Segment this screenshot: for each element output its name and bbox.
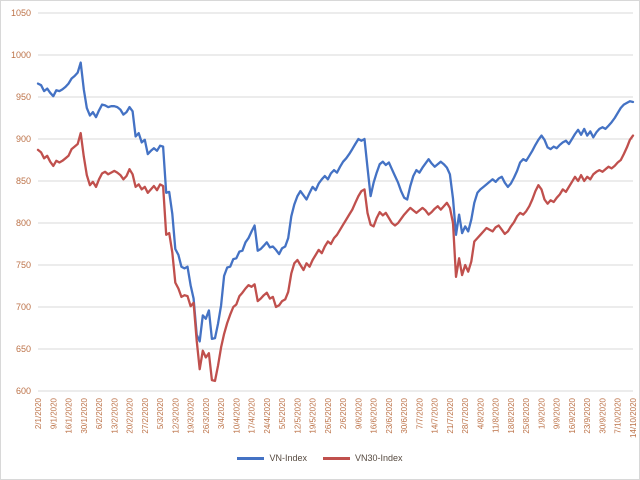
x-tick-label-3: 30/1/2020 [80, 397, 89, 433]
y-tick-label-900: 900 [16, 134, 31, 144]
x-tick-label-1: 9/1/2020 [49, 397, 58, 429]
y-tick-label-1050: 1050 [11, 8, 31, 18]
x-tick-label-9: 12/3/2020 [171, 397, 180, 433]
x-tick-label-16: 5/5/2020 [278, 397, 287, 429]
x-tick-label-2: 16/1/2020 [65, 397, 74, 433]
x-tick-label-23: 23/6/2020 [385, 397, 394, 433]
y-tick-label-800: 800 [16, 218, 31, 228]
x-tick-label-38: 7/10/2020 [614, 397, 623, 433]
x-tick-label-28: 28/7/2020 [461, 397, 470, 433]
x-tick-label-17: 12/5/2020 [293, 397, 302, 433]
y-tick-label-750: 750 [16, 260, 31, 270]
x-tick-label-14: 17/4/2020 [248, 397, 257, 433]
x-tick-label-37: 30/9/2020 [598, 397, 607, 433]
x-tick-label-30: 11/8/2020 [492, 397, 501, 433]
y-tick-label-600: 600 [16, 386, 31, 396]
vn30-index-legend-label: VN30-Index [355, 453, 403, 463]
legend-item-vn-index: VN-Index [237, 453, 307, 463]
y-tick-label-700: 700 [16, 302, 31, 312]
x-tick-label-26: 14/7/2020 [431, 397, 440, 433]
legend-item-vn30-index: VN30-Index [323, 453, 403, 463]
x-tick-label-0: 2/1/2020 [34, 397, 43, 429]
x-tick-label-36: 23/9/2020 [583, 397, 592, 433]
y-tick-label-950: 950 [16, 92, 31, 102]
series-line-vn-index [36, 61, 635, 343]
x-tick-label-34: 9/9/2020 [553, 397, 562, 429]
x-tick-label-21: 9/6/2020 [354, 397, 363, 429]
x-tick-label-22: 16/6/2020 [370, 397, 379, 433]
x-tick-label-32: 25/8/2020 [522, 397, 531, 433]
series-line-vn30-index [36, 131, 635, 383]
x-tick-label-25: 7/7/2020 [415, 397, 424, 429]
vn30-index-line-swatch [323, 456, 350, 460]
vn-index-legend-label: VN-Index [269, 453, 307, 463]
x-tick-label-12: 3/4/2020 [217, 397, 226, 429]
x-tick-label-19: 26/5/2020 [324, 397, 333, 433]
x-tick-label-7: 27/2/2020 [141, 397, 150, 433]
x-tick-label-4: 6/2/2020 [95, 397, 104, 429]
x-tick-label-24: 30/6/2020 [400, 397, 409, 433]
y-tick-label-850: 850 [16, 176, 31, 186]
x-tick-label-35: 16/9/2020 [568, 397, 577, 433]
x-tick-label-20: 2/6/2020 [339, 397, 348, 429]
x-tick-label-6: 20/2/2020 [126, 397, 135, 433]
x-tick-label-39: 14/10/2020 [629, 397, 638, 438]
x-tick-label-5: 13/2/2020 [110, 397, 119, 433]
chart-legend: VN-Index VN30-Index [1, 453, 639, 463]
x-tick-label-18: 19/5/2020 [309, 397, 318, 433]
x-tick-label-8: 5/3/2020 [156, 397, 165, 429]
y-tick-label-650: 650 [16, 344, 31, 354]
x-tick-label-29: 4/8/2020 [476, 397, 485, 429]
x-tick-label-31: 18/8/2020 [507, 397, 516, 433]
x-tick-label-15: 24/4/2020 [263, 397, 272, 433]
vn-index-line-swatch [237, 456, 265, 460]
x-tick-label-11: 26/3/2020 [202, 397, 211, 433]
x-tick-label-10: 19/3/2020 [187, 397, 196, 433]
y-tick-label-1000: 1000 [11, 50, 31, 60]
x-tick-label-27: 21/7/2020 [446, 397, 455, 433]
x-tick-label-33: 1/9/2020 [537, 397, 546, 429]
x-tick-label-13: 10/4/2020 [232, 397, 241, 433]
